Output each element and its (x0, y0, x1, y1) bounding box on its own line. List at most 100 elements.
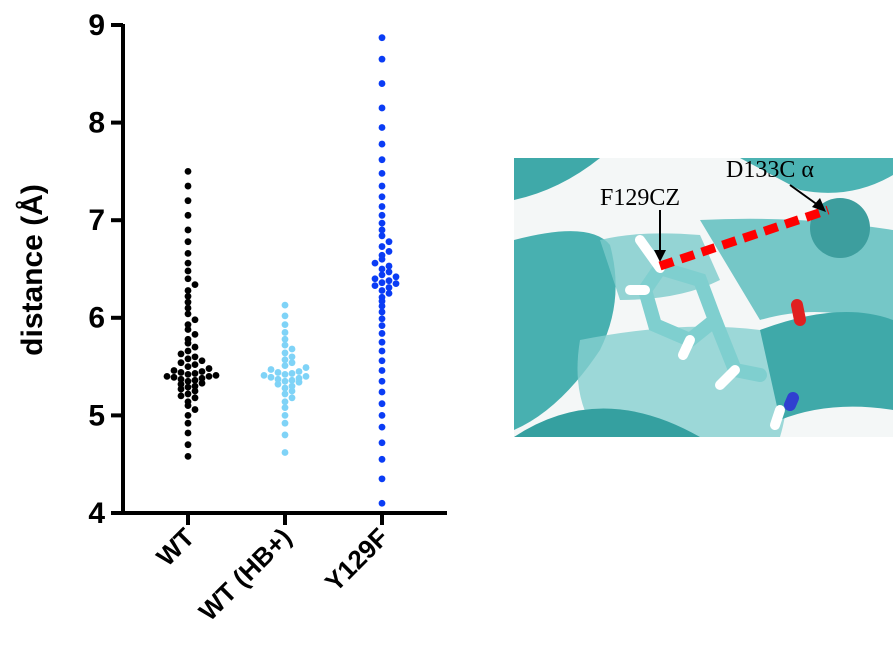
data-point (282, 329, 289, 336)
data-point (185, 310, 192, 317)
data-point (185, 197, 192, 204)
data-point (379, 203, 386, 210)
data-point (372, 275, 379, 282)
data-point (192, 370, 199, 377)
data-point (185, 268, 192, 275)
data-point (185, 355, 192, 362)
figure: F129CZ D133C α distance (Å) 456789WTWT (… (0, 0, 893, 670)
data-point (282, 302, 289, 309)
data-point (185, 412, 192, 419)
data-point (282, 371, 289, 378)
data-point (185, 238, 192, 245)
x-tick-label: WT (HB+) (193, 522, 297, 626)
data-point (372, 260, 379, 267)
data-point (379, 339, 386, 346)
data-point (192, 377, 199, 384)
data-point (379, 439, 386, 446)
data-point (379, 141, 386, 148)
data-point (192, 383, 199, 390)
data-point (185, 212, 192, 219)
data-point (178, 359, 185, 366)
data-point (296, 368, 303, 375)
data-point (289, 383, 296, 390)
data-point (379, 322, 386, 329)
data-point (185, 168, 192, 175)
data-point (282, 412, 289, 419)
data-point (192, 353, 199, 360)
data-point (303, 373, 310, 380)
data-point (164, 373, 171, 380)
data-point (393, 280, 400, 287)
data-point (386, 248, 393, 255)
molecule-image: F129CZ D133C α (514, 157, 893, 437)
data-point (275, 376, 282, 383)
data-point (268, 374, 275, 381)
data-point (268, 366, 275, 373)
data-point (386, 238, 393, 245)
data-point (282, 385, 289, 392)
data-point (379, 287, 386, 294)
data-point (282, 378, 289, 385)
data-point (171, 367, 178, 374)
data-point (386, 284, 393, 291)
data-point (185, 378, 192, 385)
data-point (289, 377, 296, 384)
data-point (199, 375, 206, 382)
data-point (282, 336, 289, 343)
data-point (282, 404, 289, 411)
data-point (379, 56, 386, 63)
data-point (289, 370, 296, 377)
y-tick-label: 7 (88, 204, 105, 237)
data-point (171, 374, 178, 381)
data-point (178, 376, 185, 383)
data-point (185, 293, 192, 300)
data-point (185, 299, 192, 306)
y-tick-label: 5 (88, 399, 105, 432)
data-point (379, 500, 386, 507)
data-point (185, 391, 192, 398)
annotation: D133C α (726, 157, 814, 183)
data-point (185, 250, 192, 257)
data-point (192, 281, 199, 288)
data-point (282, 420, 289, 427)
data-point (185, 453, 192, 460)
data-point (379, 315, 386, 322)
swarm-group (372, 34, 400, 506)
data-point (199, 357, 206, 364)
data-point (386, 263, 393, 270)
data-point (379, 389, 386, 396)
data-point (275, 369, 282, 376)
data-point (178, 351, 185, 358)
x-tick-label: Y129F (319, 522, 394, 597)
data-point (379, 309, 386, 316)
data-point (185, 305, 192, 312)
data-point (379, 243, 386, 250)
y-tick-label: 6 (88, 302, 105, 335)
data-point (282, 312, 289, 319)
data-point (379, 232, 386, 239)
data-point (185, 275, 192, 282)
data-point (178, 392, 185, 399)
data-point (282, 362, 289, 369)
data-point (379, 212, 386, 219)
data-point (379, 266, 386, 273)
data-point (379, 412, 386, 419)
data-point (379, 330, 386, 337)
x-tick-label: WT (150, 522, 200, 572)
data-point (192, 394, 199, 401)
data-point (379, 252, 386, 259)
data-point (282, 391, 289, 398)
data-point (386, 277, 393, 284)
data-point (379, 80, 386, 87)
data-point (282, 449, 289, 456)
data-point (379, 183, 386, 190)
data-point (178, 369, 185, 376)
annotation: F129CZ (600, 185, 680, 211)
data-point (289, 394, 296, 401)
data-point (185, 441, 192, 448)
data-point (192, 344, 199, 351)
data-point (372, 282, 379, 289)
data-point (192, 406, 199, 413)
data-point (185, 363, 192, 370)
y-axis-title: distance (Å) (16, 184, 49, 356)
